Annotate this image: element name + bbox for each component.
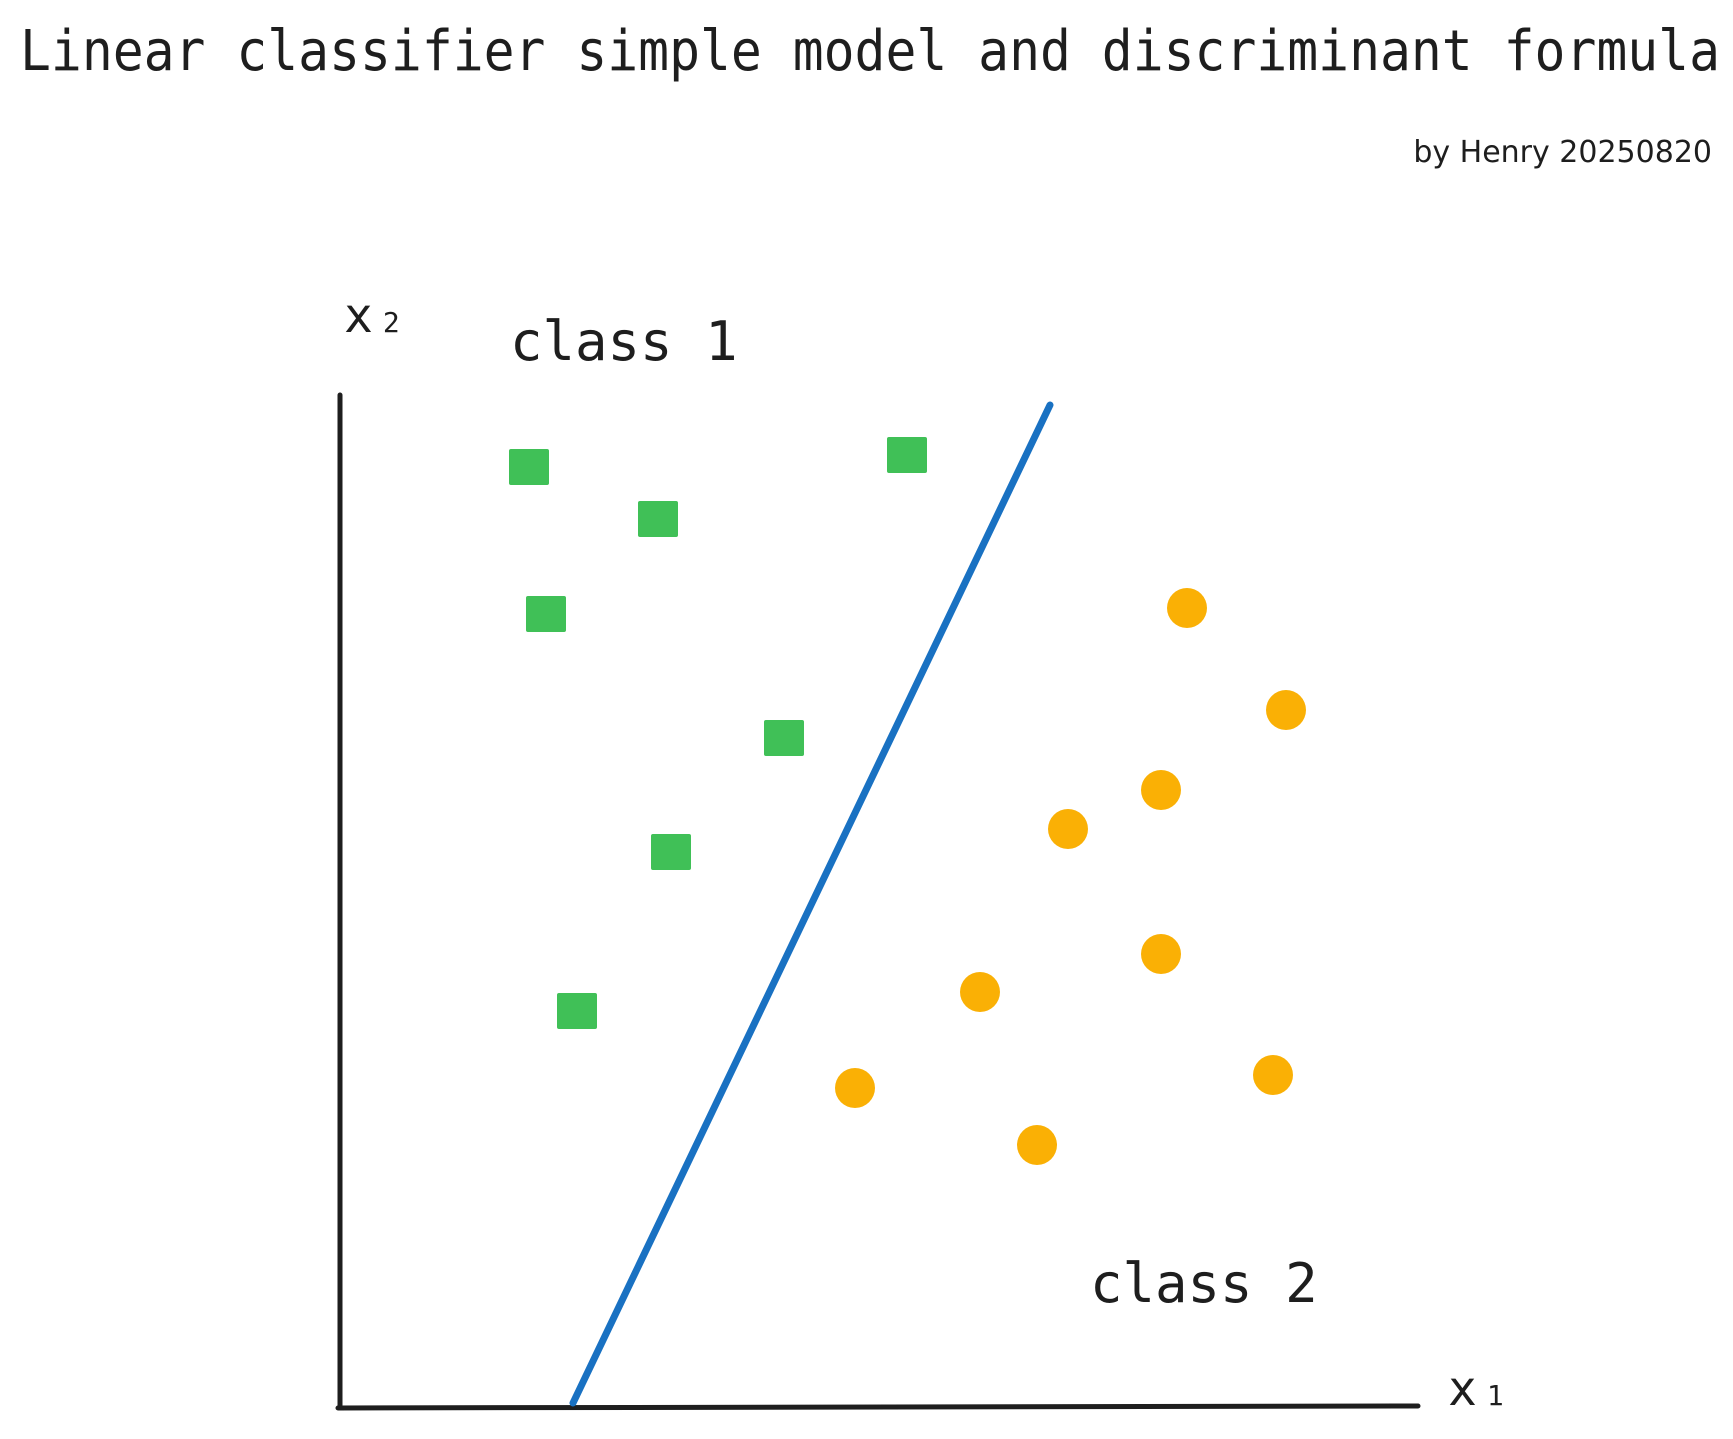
class-2-points: [835, 588, 1306, 1165]
class-2-point: [1253, 1055, 1293, 1095]
class-1-point: [509, 449, 549, 485]
class-2-point: [1017, 1125, 1057, 1165]
class-1-point: [651, 834, 691, 870]
class-2-point: [1266, 690, 1306, 730]
class-1-label: class 1: [510, 310, 738, 373]
diagram-title: Linear classifier simple model and discr…: [20, 19, 1720, 84]
class-1-points: [509, 437, 927, 1029]
class-1-point: [526, 596, 566, 632]
class-2-point: [1048, 809, 1088, 849]
class-2-point: [1167, 588, 1207, 628]
class-2-point: [1141, 770, 1181, 810]
class-2-point: [835, 1068, 875, 1108]
class-2-point: [960, 972, 1000, 1012]
class-2-label: class 2: [1090, 1252, 1318, 1315]
class-1-point: [638, 501, 678, 537]
decision-boundary-line: [569, 401, 1054, 1407]
class-2-point: [1141, 934, 1181, 974]
x-axis-line: [335, 1403, 1421, 1411]
class-1-point: [764, 720, 804, 756]
author-credit: by Henry 20250820: [1413, 135, 1712, 170]
class-1-point: [557, 993, 597, 1029]
class-1-point: [887, 437, 927, 473]
